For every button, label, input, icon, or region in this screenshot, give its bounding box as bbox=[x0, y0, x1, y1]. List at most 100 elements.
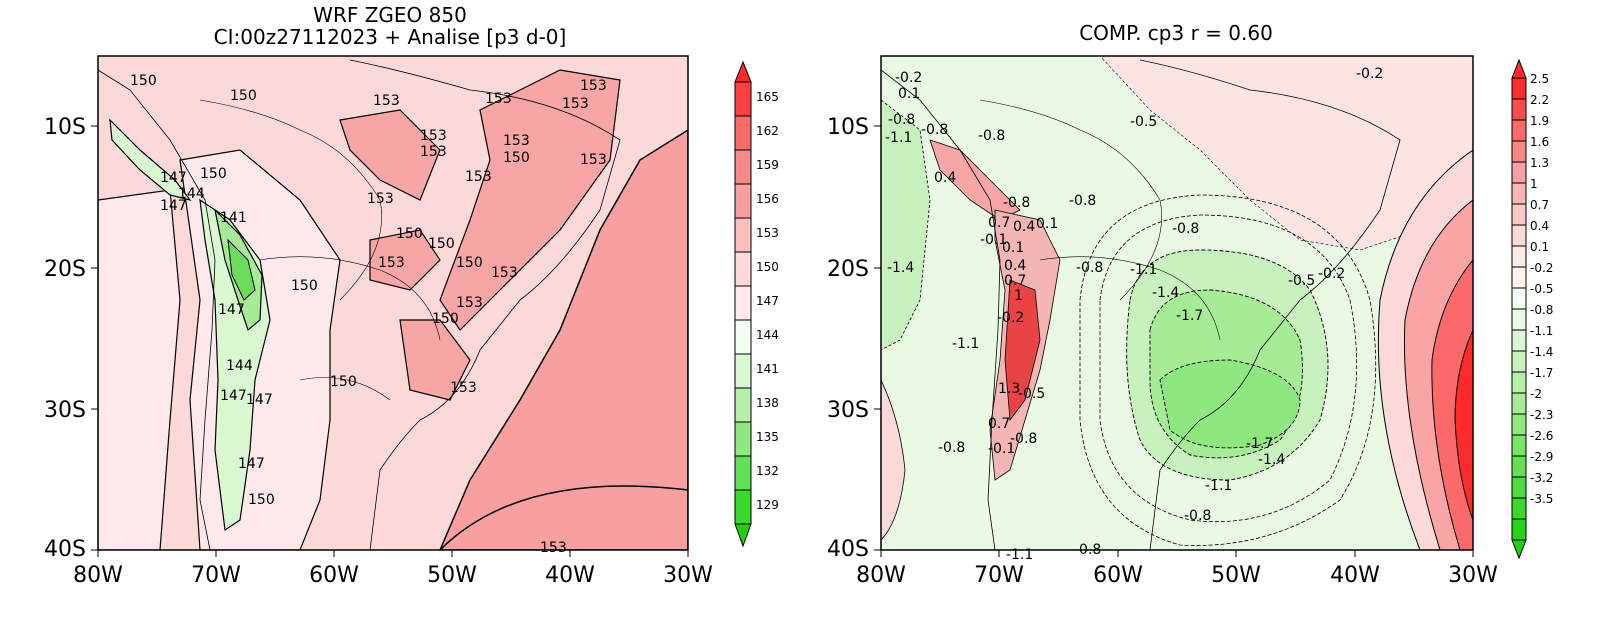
x-tick-label: 80W bbox=[856, 563, 906, 588]
contour-label: 153 bbox=[378, 255, 405, 271]
contour-label: 141 bbox=[220, 210, 247, 226]
contour-label: 0.4 bbox=[1013, 219, 1035, 235]
contour-label: 150 bbox=[130, 73, 157, 89]
colorbar-label: 1.6 bbox=[1530, 135, 1549, 149]
contour-label: 144 bbox=[178, 186, 205, 202]
colorbar-label: -1.7 bbox=[1530, 366, 1553, 380]
contour-label: 147 bbox=[160, 170, 187, 186]
x-tick-label: 40W bbox=[545, 563, 595, 588]
colorbar-label: -2 bbox=[1530, 387, 1542, 401]
left-colorbar: 165 162 159 156 153 150 147 144 141 138 … bbox=[734, 60, 779, 548]
colorbar-label: -3.2 bbox=[1530, 471, 1553, 485]
contour-label: -0.5 bbox=[1288, 273, 1315, 289]
contour-label: -0.2 bbox=[1356, 66, 1383, 82]
contour-label: 147 bbox=[218, 302, 245, 318]
colorbar-label: 153 bbox=[756, 226, 779, 240]
colorbar-label: -2.6 bbox=[1530, 429, 1553, 443]
contour-label: -0.8 bbox=[1076, 260, 1103, 276]
contour-label: 153 bbox=[491, 265, 518, 281]
y-tick-label: 30S bbox=[44, 398, 86, 423]
x-tick-label: 70W bbox=[191, 563, 241, 588]
contour-label: 153 bbox=[456, 295, 483, 311]
contour-label: 144 bbox=[226, 358, 253, 374]
contour-label: -0.8 bbox=[888, 112, 915, 128]
contour-label: -0.8 bbox=[1074, 542, 1101, 558]
contour-label: -1.1 bbox=[1130, 262, 1157, 278]
contour-label: 147 bbox=[238, 456, 265, 472]
y-tick-label: 40S bbox=[827, 537, 869, 562]
contour-label: -0.8 bbox=[1184, 508, 1211, 524]
contour-label: -1.4 bbox=[1258, 452, 1285, 468]
left-panel: WRF ZGEO 850 CI:00z27112023 + Analise [p… bbox=[44, 3, 779, 588]
left-title-line2: CI:00z27112023 + Analise [p3 d-0] bbox=[214, 25, 567, 49]
contour-label: 153 bbox=[373, 93, 400, 109]
contour-label: 0.7 bbox=[988, 215, 1010, 231]
contour-label: -0.8 bbox=[1003, 195, 1030, 211]
colorbar-label: -3.5 bbox=[1530, 492, 1553, 506]
colorbar-label: -2.9 bbox=[1530, 450, 1553, 464]
contour-label: 153 bbox=[450, 380, 477, 396]
colorbar-label: 150 bbox=[756, 260, 779, 274]
contour-label: 0.1 bbox=[1002, 240, 1024, 256]
y-tick-label: 10S bbox=[44, 115, 86, 140]
colorbar-label: 141 bbox=[756, 362, 779, 376]
contour-label: 150 bbox=[248, 492, 275, 508]
left-map bbox=[98, 56, 688, 550]
contour-area-153 bbox=[439, 129, 688, 550]
colorbar-label: 0.4 bbox=[1530, 219, 1549, 233]
colorbar-label: 1.9 bbox=[1530, 114, 1549, 128]
right-panel: COMP. cp3 r = 0.60 bbox=[827, 21, 1553, 588]
right-title: COMP. cp3 r = 0.60 bbox=[1079, 21, 1273, 45]
right-colorbar: 2.5 2.2 1.9 1.6 1.3 1 0.7 0.4 0.1 -0.2 -… bbox=[1511, 58, 1553, 560]
y-tick-label: 20S bbox=[44, 257, 86, 282]
contour-label: -0.8 bbox=[978, 128, 1005, 144]
contour-label: 153 bbox=[420, 144, 447, 160]
contour-label: 0.7 bbox=[988, 416, 1010, 432]
contour-label: -0.2 bbox=[997, 310, 1024, 326]
contour-label: -0.8 bbox=[1069, 193, 1096, 209]
colorbar-label: 2.5 bbox=[1530, 72, 1549, 86]
colorbar-label: 159 bbox=[756, 158, 779, 172]
y-tick-label: 10S bbox=[827, 115, 869, 140]
contour-label: 147 bbox=[220, 388, 247, 404]
x-tick-label: 50W bbox=[1211, 563, 1261, 588]
x-tick-label: 70W bbox=[974, 563, 1024, 588]
contour-label: 150 bbox=[432, 311, 459, 327]
contour-label: -0.8 bbox=[1172, 221, 1199, 237]
contour-label: 0.1 bbox=[1036, 216, 1058, 232]
colorbar-label: 147 bbox=[756, 294, 779, 308]
colorbar-label: 138 bbox=[756, 396, 779, 410]
contour-label: 0.1 bbox=[898, 86, 920, 102]
colorbar-label: 144 bbox=[756, 328, 779, 342]
right-contour-labels: -0.2 0.1 -0.8 -1.1 -0.8 -0.8 0.4 -0.8 0.… bbox=[885, 66, 1383, 563]
right-map bbox=[881, 56, 1473, 550]
contour-label: -0.2 bbox=[1318, 266, 1345, 282]
x-tick-label: 50W bbox=[427, 563, 477, 588]
x-tick-label: 40W bbox=[1330, 563, 1380, 588]
colorbar-label: -0.8 bbox=[1530, 303, 1553, 317]
colorbar-label: -1.1 bbox=[1530, 324, 1553, 338]
left-contour-labels: 150 150 153 153 153 153 153 153 153 150 … bbox=[130, 73, 607, 556]
contour-label: 153 bbox=[540, 540, 567, 556]
contour-label: -0.8 bbox=[921, 122, 948, 138]
colorbar-label: 135 bbox=[756, 430, 779, 444]
colorbar-label: -1.4 bbox=[1530, 345, 1553, 359]
contour-label: 150 bbox=[396, 226, 423, 242]
colorbar-label: 1 bbox=[1530, 177, 1538, 191]
colorbar-label: -2.3 bbox=[1530, 408, 1553, 422]
y-tick-label: 30S bbox=[827, 398, 869, 423]
contour-label: 153 bbox=[503, 133, 530, 149]
contour-label: 0.4 bbox=[934, 170, 956, 186]
contour-label: 150 bbox=[291, 278, 318, 294]
contour-label: 150 bbox=[330, 374, 357, 390]
contour-label: -0.5 bbox=[1018, 386, 1045, 402]
x-tick-label: 60W bbox=[309, 563, 359, 588]
contour-label: 1.3 bbox=[998, 381, 1020, 397]
left-y-axis: 10S 20S 30S 40S bbox=[44, 115, 98, 562]
x-tick-label: 60W bbox=[1093, 563, 1143, 588]
contour-label: 0.4 bbox=[1004, 258, 1026, 274]
contour-label: -1.4 bbox=[887, 260, 914, 276]
contour-label: -0.1 bbox=[988, 441, 1015, 457]
contour-label: -1.1 bbox=[952, 336, 979, 352]
contour-label: 150 bbox=[503, 150, 530, 166]
